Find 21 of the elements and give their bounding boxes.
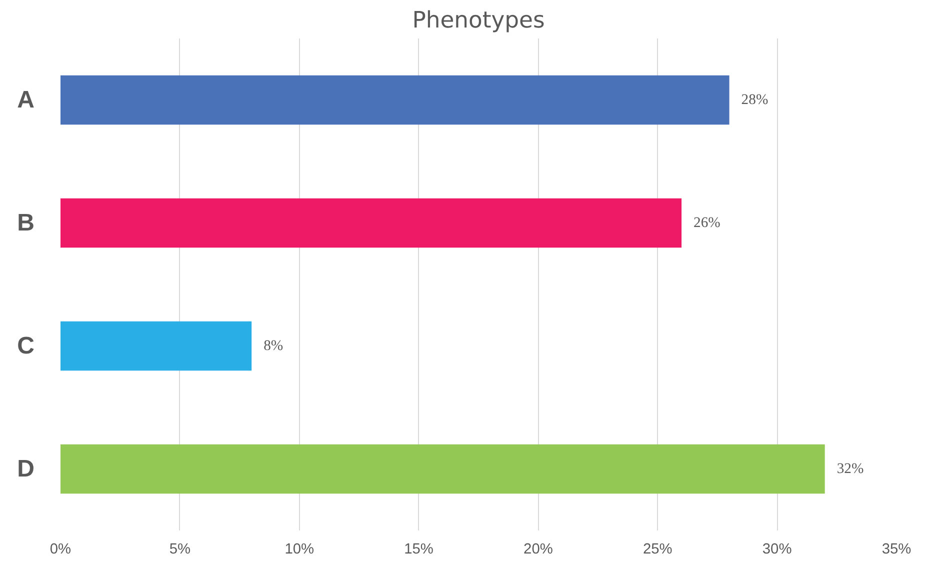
- x-tick-label: 30%: [762, 542, 792, 558]
- bar: [60, 75, 730, 125]
- data-label: 28%: [741, 92, 768, 108]
- data-label: 8%: [264, 338, 284, 354]
- y-tick-label: D: [17, 456, 35, 482]
- x-tick-label: 25%: [642, 542, 672, 558]
- y-tick-label: B: [17, 210, 35, 236]
- x-tick-label: 35%: [882, 542, 912, 558]
- x-tick-label: 5%: [169, 542, 191, 558]
- bar: [60, 321, 252, 371]
- data-label: 32%: [836, 461, 864, 477]
- x-tick-label: 0%: [50, 542, 72, 558]
- y-tick-label: C: [17, 332, 35, 360]
- chart-title: Phenotypes: [412, 8, 545, 34]
- x-tick-label: 10%: [284, 542, 314, 558]
- x-tick-label: 15%: [404, 542, 434, 558]
- y-tick-label: A: [17, 86, 35, 114]
- bar: [60, 444, 825, 494]
- x-tick-label: 20%: [524, 542, 553, 558]
- bar: [60, 198, 682, 248]
- data-label: 26%: [694, 215, 720, 231]
